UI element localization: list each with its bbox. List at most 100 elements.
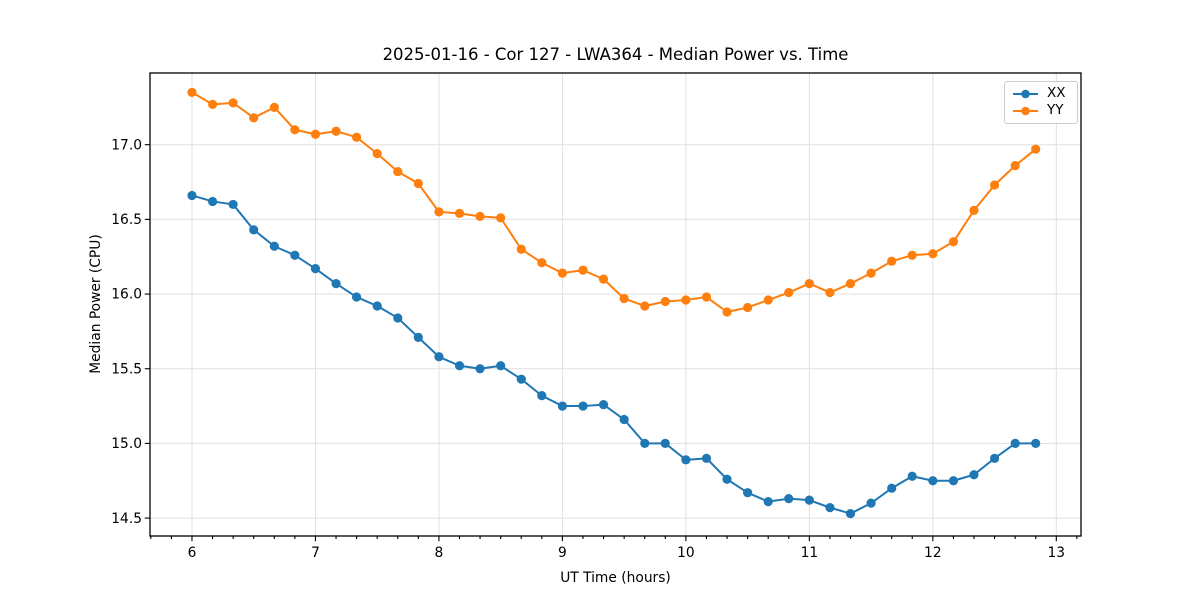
legend-label-yy: YY — [1047, 102, 1064, 119]
data-point-marker — [537, 391, 547, 401]
data-point-marker — [887, 483, 897, 493]
x-tick-label: 11 — [801, 545, 819, 561]
data-point-marker — [969, 205, 979, 216]
data-point-marker — [413, 332, 423, 342]
legend-item-yy: YY — [1012, 104, 1070, 118]
data-point-marker — [989, 453, 1000, 463]
data-point-marker — [804, 495, 814, 505]
data-point-marker — [331, 126, 341, 136]
data-point-marker — [475, 211, 485, 221]
data-point-marker — [290, 250, 300, 260]
data-point-marker — [784, 287, 794, 298]
data-point-marker — [763, 295, 773, 305]
chart-title: 2025-01-16 - Cor 127 - LWA364 - Median P… — [382, 45, 849, 64]
data-point-marker — [372, 149, 382, 159]
series-line — [191, 194, 1036, 515]
data-point-marker — [701, 453, 712, 463]
y-tick-label: 15.0 — [111, 436, 142, 452]
legend-label-xx: XX — [1047, 85, 1066, 102]
data-point-marker — [290, 125, 300, 135]
data-point-marker — [681, 455, 691, 465]
data-point-marker — [825, 503, 835, 513]
data-point-marker — [578, 265, 588, 275]
data-point-marker — [928, 476, 938, 486]
data-point-marker — [331, 278, 341, 289]
data-point-marker — [434, 207, 444, 217]
data-point-marker — [208, 196, 218, 207]
series-xx — [187, 190, 1041, 519]
data-point-marker — [578, 401, 588, 411]
plot-border — [149, 72, 1082, 537]
data-point-marker — [722, 307, 732, 317]
data-point-marker — [228, 199, 238, 210]
data-point-marker — [434, 352, 444, 362]
data-point-marker — [743, 488, 753, 498]
data-point-marker — [784, 494, 794, 504]
data-point-marker — [989, 180, 1000, 190]
data-point-marker — [722, 474, 732, 484]
data-point-marker — [496, 361, 506, 371]
data-point-marker — [660, 438, 670, 448]
tick-labels: 6 7 8 9 10 11 12 13 14.5 15.0 15.5 16.0 16.5 17.0 — [111, 137, 1065, 561]
data-point-marker — [516, 374, 526, 384]
data-point-marker — [1031, 144, 1041, 154]
data-point-marker — [228, 98, 238, 108]
data-point-marker — [393, 166, 403, 177]
data-point-marker — [249, 225, 259, 235]
data-point-marker — [640, 438, 650, 448]
data-point-marker — [1010, 161, 1020, 171]
y-tick-label: 15.5 — [111, 361, 142, 377]
data-point-marker — [475, 364, 485, 374]
y-tick-label: 14.5 — [111, 511, 142, 527]
data-point-marker — [269, 102, 279, 112]
legend-line-marker-yy-icon — [1013, 106, 1038, 116]
data-point-marker — [269, 241, 279, 251]
y-tick-label: 16.5 — [111, 212, 142, 228]
data-point-marker — [1031, 438, 1041, 448]
data-point-marker — [845, 508, 856, 519]
data-point-marker — [454, 208, 465, 218]
y-tick-label: 17.0 — [111, 137, 142, 153]
x-tick-label: 13 — [1048, 545, 1066, 561]
data-point-marker — [393, 313, 403, 323]
data-point-marker — [598, 399, 609, 410]
data-point-marker — [804, 278, 814, 289]
data-point-marker — [516, 244, 526, 254]
x-tick-label: 9 — [558, 545, 567, 561]
data-point-marker — [763, 497, 773, 507]
data-point-marker — [887, 256, 897, 266]
data-point-marker — [310, 264, 321, 274]
data-point-marker — [557, 268, 568, 278]
data-point-marker — [557, 401, 568, 411]
grid-lines — [150, 73, 1081, 536]
data-point-marker — [249, 113, 259, 123]
legend-item-xx: XX — [1012, 87, 1070, 101]
x-axis-title: UT Time (hours) — [560, 570, 671, 586]
series-yy — [187, 87, 1041, 317]
data-point-marker — [619, 414, 629, 425]
data-point-marker — [948, 237, 959, 247]
data-point-marker — [845, 278, 856, 289]
data-point-marker — [372, 301, 382, 311]
data-point-marker — [496, 213, 506, 223]
data-point-marker — [1010, 438, 1020, 448]
data-point-marker — [701, 292, 712, 302]
x-tick-label: 7 — [311, 545, 320, 561]
data-point-marker — [537, 258, 547, 268]
data-point-marker — [681, 295, 691, 305]
data-point-marker — [351, 132, 362, 142]
data-point-marker — [351, 292, 362, 302]
data-point-marker — [187, 87, 197, 98]
legend-line-marker-xx-icon — [1013, 89, 1038, 99]
data-point-marker — [907, 250, 917, 260]
data-point-marker — [969, 470, 979, 480]
data-point-marker — [825, 287, 835, 298]
x-tick-label: 8 — [435, 545, 444, 561]
x-tick-label: 12 — [924, 545, 942, 561]
data-point-marker — [928, 249, 938, 259]
data-point-marker — [866, 498, 876, 508]
data-point-marker — [948, 476, 959, 486]
legend: XX YY — [1004, 81, 1078, 124]
data-point-marker — [187, 190, 197, 201]
